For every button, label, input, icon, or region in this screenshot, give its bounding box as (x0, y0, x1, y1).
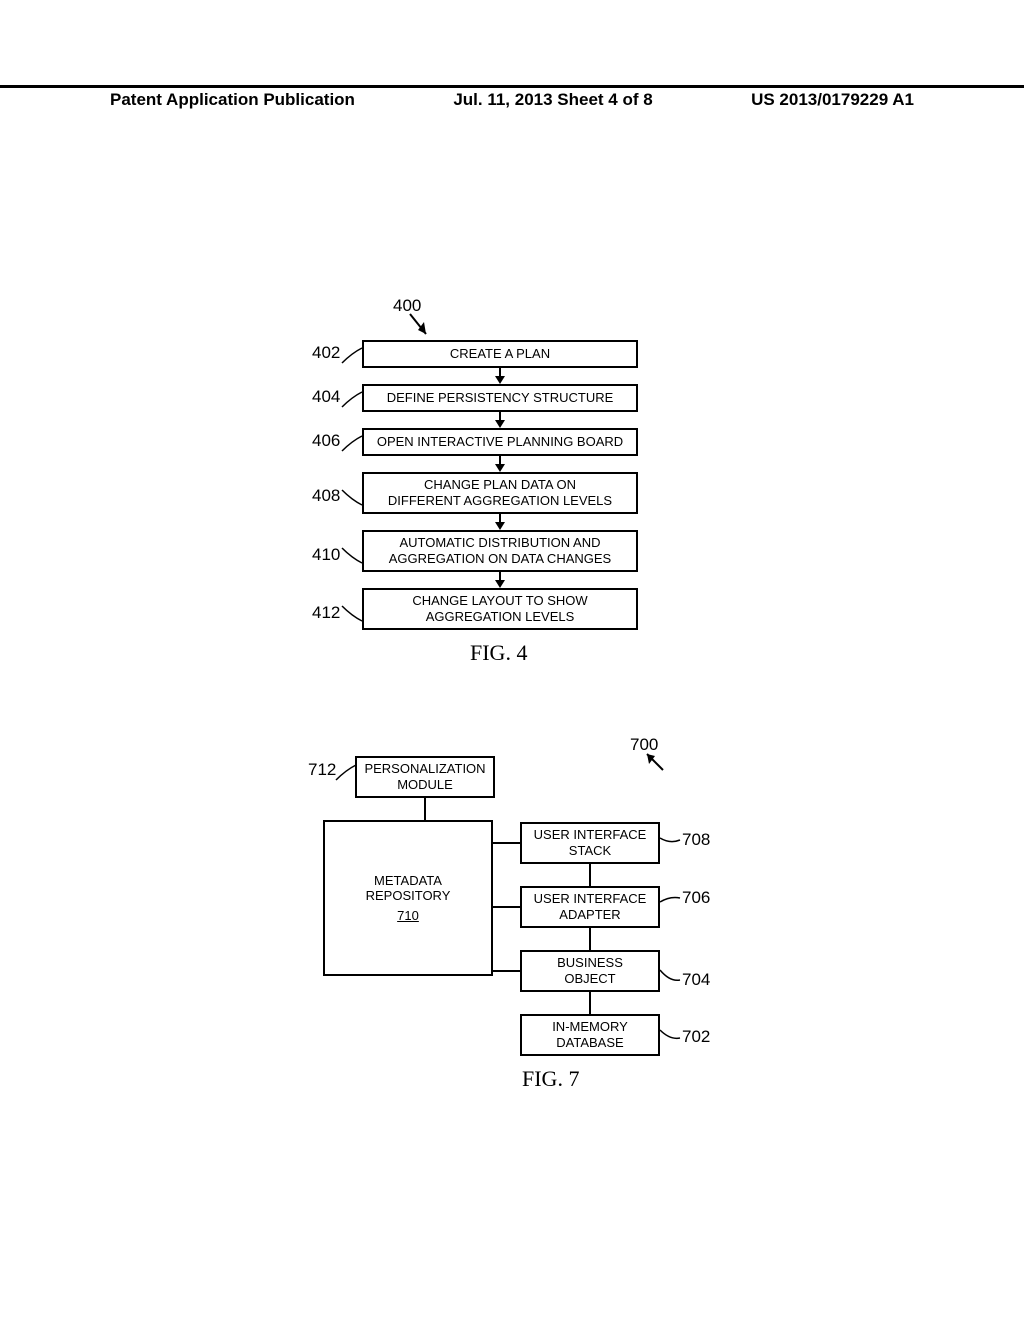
fig4-main-leader (408, 312, 438, 342)
fig4-leader-408 (342, 490, 366, 508)
fig4-ref-408: 408 (312, 486, 340, 506)
fig4-box-410: AUTOMATIC DISTRIBUTION AND AGGREGATION O… (362, 530, 638, 572)
fig4-box-402-label: CREATE A PLAN (450, 346, 550, 362)
fig4-leader-406 (342, 436, 366, 454)
fig4-box-402: CREATE A PLAN (362, 340, 638, 368)
header-docnum: US 2013/0179229 A1 (751, 90, 914, 110)
fig7-leader-704 (660, 970, 684, 986)
fig4-box-410-label: AUTOMATIC DISTRIBUTION AND AGGREGATION O… (389, 535, 611, 566)
fig4-box-412: CHANGE LAYOUT TO SHOW AGGREGATION LEVELS (362, 588, 638, 630)
fig7-conn-708-706 (589, 864, 591, 886)
fig4-box-404-label: DEFINE PERSISTENCY STRUCTURE (387, 390, 614, 406)
fig7-box-702: IN-MEMORY DATABASE (520, 1014, 660, 1056)
fig7-box-710: METADATA REPOSITORY 710 (323, 820, 493, 976)
fig4-arrowhead-5 (495, 580, 505, 588)
fig7-conn-710-708 (493, 842, 520, 844)
fig7-box-710-label: METADATA REPOSITORY (366, 873, 451, 904)
fig4-leader-412 (342, 606, 366, 624)
fig7-conn-710-706 (493, 906, 520, 908)
fig7-conn-706-704 (589, 928, 591, 950)
fig7-box-712: PERSONALIZATION MODULE (355, 756, 495, 798)
fig4-box-406: OPEN INTERACTIVE PLANNING BOARD (362, 428, 638, 456)
header-publication: Patent Application Publication (110, 90, 355, 110)
fig4-leader-402 (342, 348, 366, 366)
fig7-box-704: BUSINESS OBJECT (520, 950, 660, 992)
fig7-box-710-under: 710 (397, 908, 419, 924)
fig7-caption: FIG. 7 (522, 1066, 579, 1092)
fig7-conn-710-704 (493, 970, 520, 972)
fig4-caption: FIG. 4 (470, 640, 527, 666)
fig7-box-706: USER INTERFACE ADAPTER (520, 886, 660, 928)
fig4-ref-406: 406 (312, 431, 340, 451)
fig4-ref-410: 410 (312, 545, 340, 565)
fig7-conn-704-702 (589, 992, 591, 1014)
fig4-box-404: DEFINE PERSISTENCY STRUCTURE (362, 384, 638, 412)
fig7-box-708-label: USER INTERFACE STACK (534, 827, 647, 858)
header-sheet: Jul. 11, 2013 Sheet 4 of 8 (453, 90, 652, 110)
fig4-ref-402: 402 (312, 343, 340, 363)
fig7-leader-702 (660, 1030, 684, 1044)
fig4-arrowhead-3 (495, 464, 505, 472)
fig7-ref-704: 704 (682, 970, 710, 990)
fig7-main-leader (645, 752, 675, 777)
fig7-box-702-label: IN-MEMORY DATABASE (552, 1019, 628, 1050)
fig7-ref-706: 706 (682, 888, 710, 908)
fig4-box-408: CHANGE PLAN DATA ON DIFFERENT AGGREGATIO… (362, 472, 638, 514)
fig7-ref-702: 702 (682, 1027, 710, 1047)
fig4-leader-410 (342, 548, 366, 566)
page-header: Patent Application Publication Jul. 11, … (0, 85, 1024, 110)
fig4-box-406-label: OPEN INTERACTIVE PLANNING BOARD (377, 434, 623, 450)
fig7-leader-706 (660, 896, 684, 908)
fig7-box-706-label: USER INTERFACE ADAPTER (534, 891, 647, 922)
fig7-box-712-label: PERSONALIZATION MODULE (364, 761, 485, 792)
fig4-box-408-label: CHANGE PLAN DATA ON DIFFERENT AGGREGATIO… (388, 477, 612, 508)
fig7-box-704-label: BUSINESS OBJECT (557, 955, 623, 986)
fig4-arrowhead-1 (495, 376, 505, 384)
fig4-ref-412: 412 (312, 603, 340, 623)
fig4-ref-404: 404 (312, 387, 340, 407)
fig7-ref-708: 708 (682, 830, 710, 850)
fig7-conn-712-710 (424, 798, 426, 820)
fig4-leader-404 (342, 392, 366, 410)
fig7-leader-712 (336, 765, 360, 783)
fig7-ref-712: 712 (308, 760, 336, 780)
fig4-arrowhead-4 (495, 522, 505, 530)
fig4-box-412-label: CHANGE LAYOUT TO SHOW AGGREGATION LEVELS (412, 593, 587, 624)
fig7-leader-708 (660, 838, 684, 850)
fig7-box-708: USER INTERFACE STACK (520, 822, 660, 864)
fig4-arrowhead-2 (495, 420, 505, 428)
